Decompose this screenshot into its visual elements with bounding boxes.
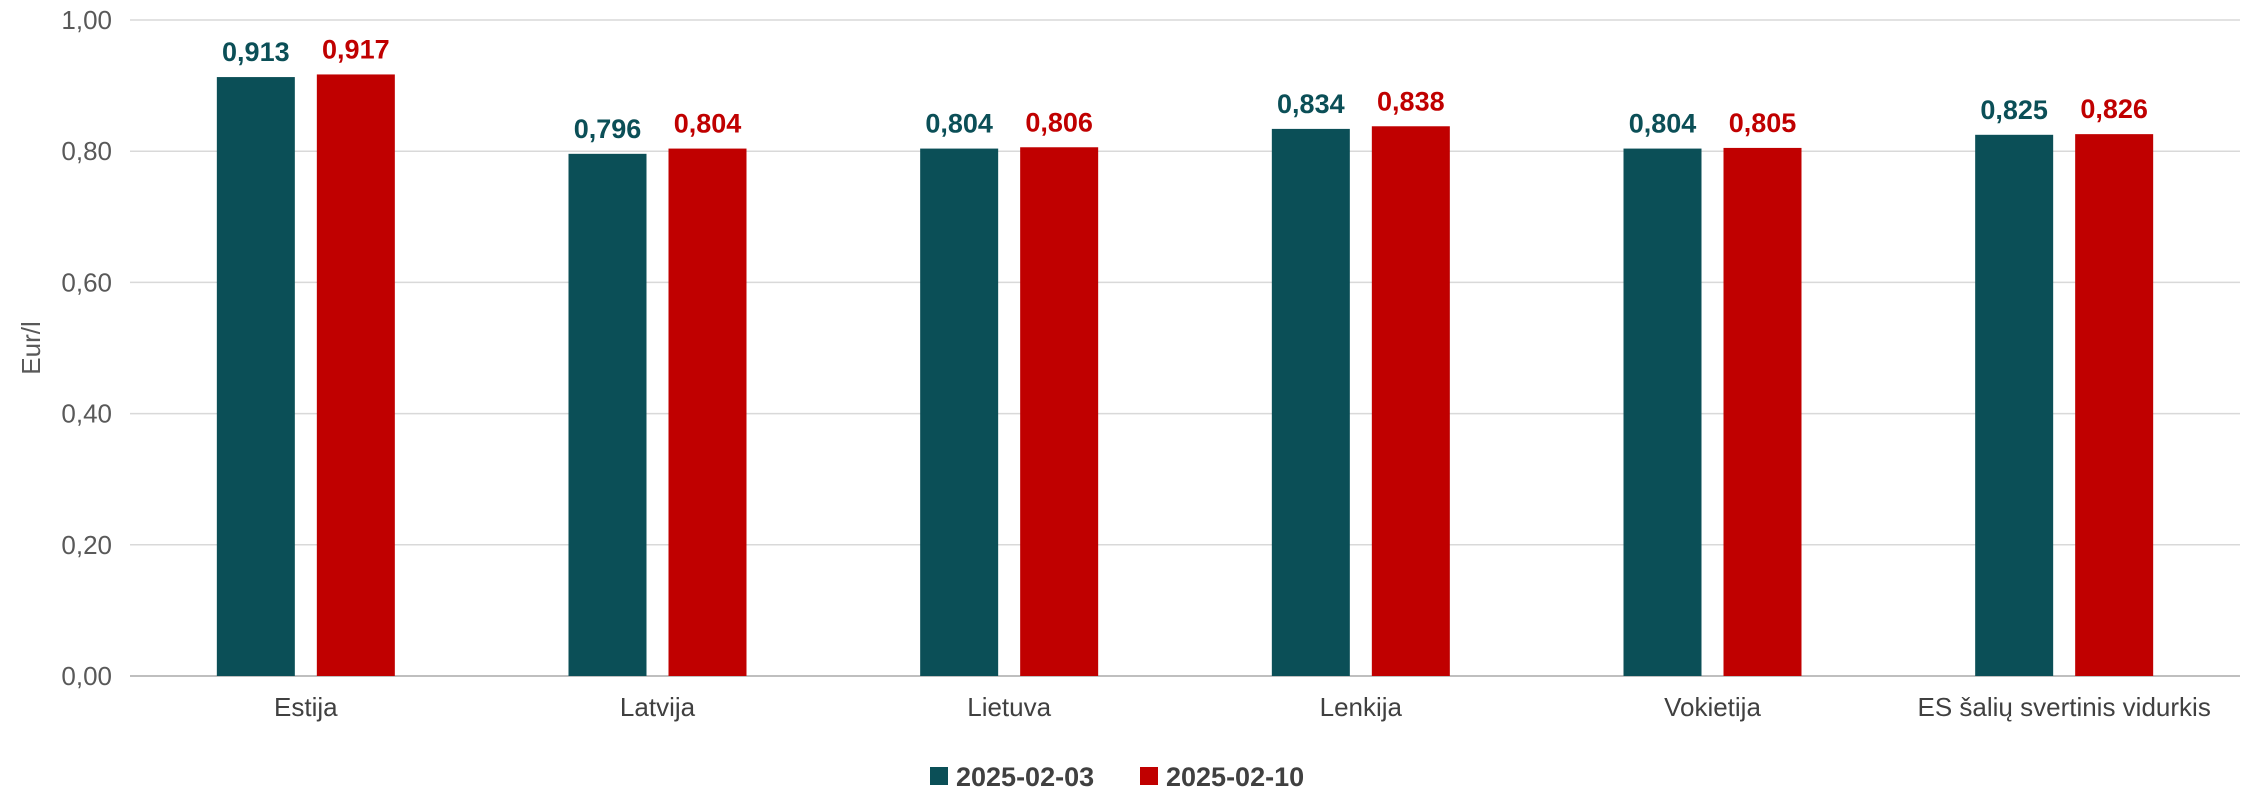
y-axis-ticks: 0,00 0,20 0,40 0,60 0,80 1,00	[61, 5, 112, 691]
bar-series1	[1271, 128, 1350, 676]
x-category-label: Vokietija	[1664, 692, 1761, 722]
x-category-label: Latvija	[620, 692, 696, 722]
bar-series2	[1371, 126, 1450, 677]
bar-series1	[1623, 148, 1702, 677]
legend-label: 2025-02-10	[1166, 762, 1304, 792]
y-axis-title: Eur/l	[16, 321, 46, 374]
x-category-label: Estija	[274, 692, 338, 722]
data-label: 0,838	[1377, 86, 1445, 116]
data-label: 0,834	[1277, 89, 1345, 119]
x-category-label: ES šalių svertinis vidurkis	[1918, 692, 2211, 722]
bar-series2	[2075, 134, 2154, 677]
bar-series2	[316, 74, 395, 676]
y-tick-label: 0,00	[61, 661, 112, 691]
y-tick-label: 1,00	[61, 5, 112, 35]
data-label: 0,806	[1025, 107, 1093, 137]
y-tick-label: 0,80	[61, 136, 112, 166]
bar-series2	[1020, 147, 1099, 676]
data-labels: 0,913 0,917 0,796 0,804 0,804 0,806 0,834 0,838…	[222, 34, 2148, 143]
data-label: 0,826	[2080, 94, 2148, 124]
bar-series1	[568, 153, 647, 677]
bar-series1	[216, 77, 295, 676]
bars	[216, 74, 2154, 677]
x-category-label: Lenkija	[1320, 692, 1403, 722]
data-label: 0,825	[1980, 95, 2048, 125]
data-label: 0,804	[674, 109, 742, 139]
bar-series2	[1723, 147, 1802, 677]
x-axis-categories: Estija Latvija Lietuva Lenkija Vokietija ES š…	[274, 692, 2211, 722]
data-label: 0,796	[574, 114, 642, 144]
y-tick-label: 0,60	[61, 267, 112, 297]
legend: 2025-02-03 2025-02-10	[930, 762, 1304, 792]
x-category-label: Lietuva	[967, 692, 1051, 722]
data-label: 0,804	[925, 109, 993, 139]
data-label: 0,917	[322, 34, 390, 64]
legend-swatch	[1140, 767, 1158, 785]
y-tick-label: 0,40	[61, 399, 112, 429]
gridlines	[130, 19, 2240, 677]
bar-series1	[920, 148, 999, 677]
data-label: 0,804	[1629, 109, 1697, 139]
bar-series2	[668, 148, 747, 677]
legend-swatch	[930, 767, 948, 785]
data-label: 0,805	[1729, 108, 1797, 138]
bar-series1	[1975, 134, 2054, 677]
data-label: 0,913	[222, 37, 290, 67]
legend-label: 2025-02-03	[956, 762, 1094, 792]
y-tick-label: 0,20	[61, 530, 112, 560]
